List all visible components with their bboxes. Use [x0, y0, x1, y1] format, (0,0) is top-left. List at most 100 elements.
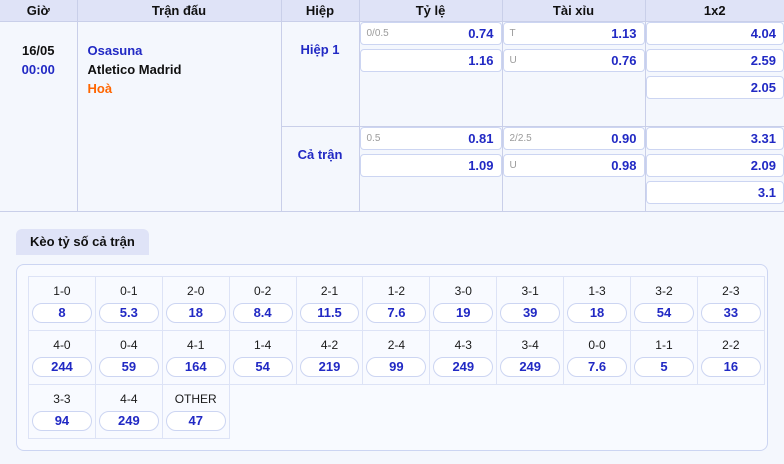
- score-cell[interactable]: 4-4 249: [94, 384, 163, 439]
- odd-line-label: 2/2.5: [509, 133, 532, 144]
- score-odd-value[interactable]: 16: [700, 357, 761, 377]
- score-cell[interactable]: 3-1 39: [496, 276, 565, 331]
- score-odd-value[interactable]: 7.6: [567, 357, 628, 377]
- score-odd-value[interactable]: 7.6: [366, 303, 427, 323]
- score-odd-value[interactable]: 8: [32, 303, 92, 323]
- odd-line-label: U: [509, 160, 517, 171]
- odds-row: 16/05 00:00 Osasuna Atletico Madrid Hoà Hiệp …: [0, 21, 784, 212]
- score-label: 3-3: [53, 392, 71, 406]
- odd-value: 0.81: [468, 131, 494, 146]
- score-cell[interactable]: 0-1 5.3: [94, 276, 163, 331]
- tab-full-match-score[interactable]: Kèo tỷ số cả trận: [16, 229, 149, 255]
- odd-box[interactable]: 1.09: [359, 154, 502, 177]
- period-cell: Cả trận: [281, 126, 360, 212]
- score-odd-value[interactable]: 249: [433, 357, 494, 377]
- period-label: Cả trận: [297, 147, 343, 162]
- score-cell[interactable]: 2-1 11.5: [295, 276, 364, 331]
- score-cell[interactable]: 4-1 164: [161, 330, 230, 385]
- odd-box[interactable]: 3.1: [645, 181, 784, 204]
- odd-value: 1.16: [468, 53, 494, 68]
- score-odd-value[interactable]: 5: [634, 357, 694, 377]
- score-cell[interactable]: 0-0 7.6: [563, 330, 632, 385]
- score-cell[interactable]: 1-3 18: [563, 276, 632, 331]
- score-odd-value[interactable]: 19: [433, 303, 494, 323]
- one-x-two-odds-cell: 3.31 2.09 3.1: [645, 126, 784, 212]
- odd-value: 3.1: [757, 185, 776, 200]
- score-odd-value[interactable]: 18: [567, 303, 628, 323]
- odd-box[interactable]: 2.05: [645, 76, 784, 99]
- odd-box[interactable]: 3.31: [645, 127, 784, 150]
- score-odd-value[interactable]: 164: [165, 357, 226, 377]
- score-cell[interactable]: 4-0 244: [28, 330, 96, 385]
- odd-box[interactable]: 1.16: [359, 49, 502, 72]
- score-grid-row: 1-0 8 0-1 5.3 2-0 18 0-2 8.4 2-1 11.5 1-2 7.6 3-0 19 3…: [28, 276, 765, 331]
- score-odd-value[interactable]: 249: [500, 357, 561, 377]
- score-cell[interactable]: 1-2 7.6: [362, 276, 431, 331]
- over-under-odds-cell: T 1.13 U 0.76: [502, 21, 646, 127]
- score-cell[interactable]: 3-0 19: [429, 276, 498, 331]
- odd-box[interactable]: 2.09: [645, 154, 784, 177]
- score-odd-value[interactable]: 5.3: [98, 303, 159, 323]
- score-cell[interactable]: 1-1 5: [630, 330, 698, 385]
- score-label: 3-4: [521, 338, 539, 352]
- score-label: 0-4: [120, 338, 138, 352]
- score-cell[interactable]: 2-3 33: [696, 276, 765, 331]
- match-time: 00:00: [21, 62, 55, 77]
- score-cell[interactable]: 1-0 8: [28, 276, 96, 331]
- score-betting-section: Kèo tỷ số cả trận 1-0 8 0-1 5.3 2-0 18 0-2 8.4 2…: [0, 229, 784, 451]
- score-cell[interactable]: 4-2 219: [295, 330, 364, 385]
- handicap-odds-cell: 0/0.5 0.74 1.16: [359, 21, 503, 127]
- score-cell[interactable]: 0-2 8.4: [228, 276, 297, 331]
- score-cell[interactable]: 4-3 249: [429, 330, 498, 385]
- odd-line-label: U: [509, 55, 517, 66]
- score-label: 1-3: [588, 284, 606, 298]
- score-cell-empty: [296, 385, 363, 439]
- score-cell[interactable]: 2-4 99: [362, 330, 431, 385]
- odd-box[interactable]: U 0.98: [502, 154, 645, 177]
- score-odd-value[interactable]: 54: [232, 357, 293, 377]
- odd-box[interactable]: 0.5 0.81: [359, 127, 502, 150]
- score-cell[interactable]: OTHER 47: [161, 384, 230, 439]
- score-cell[interactable]: 1-4 54: [228, 330, 297, 385]
- score-odd-value[interactable]: 94: [32, 411, 92, 431]
- score-label: 4-2: [320, 338, 339, 352]
- score-odd-value[interactable]: 99: [366, 357, 427, 377]
- score-odd-value[interactable]: 18: [165, 303, 226, 323]
- score-odd-value[interactable]: 11.5: [299, 303, 360, 323]
- odd-box[interactable]: 2/2.5 0.90: [502, 127, 645, 150]
- handicap-odds-cell: 0.5 0.81 1.09: [359, 126, 503, 212]
- score-cell-empty: [430, 385, 497, 439]
- odd-box[interactable]: 0/0.5 0.74: [359, 22, 502, 45]
- score-label: 4-4: [120, 392, 138, 406]
- score-cell[interactable]: 0-4 59: [94, 330, 163, 385]
- score-cell-empty: [229, 385, 296, 439]
- score-odd-value[interactable]: 33: [700, 303, 761, 323]
- score-cell[interactable]: 3-4 249: [496, 330, 565, 385]
- score-odd-value[interactable]: 249: [98, 411, 159, 431]
- home-team-name[interactable]: Osasuna: [87, 43, 143, 58]
- score-label: 2-1: [320, 284, 339, 298]
- score-cell[interactable]: 2-2 16: [696, 330, 765, 385]
- score-cell[interactable]: 3-2 54: [630, 276, 698, 331]
- odd-box[interactable]: U 0.76: [502, 49, 645, 72]
- score-odd-value[interactable]: 54: [634, 303, 694, 323]
- score-cell[interactable]: 2-0 18: [161, 276, 230, 331]
- odd-value: 1.09: [468, 158, 494, 173]
- score-odd-value[interactable]: 244: [32, 357, 92, 377]
- odd-box[interactable]: 2.59: [645, 49, 784, 72]
- score-odd-value[interactable]: 219: [299, 357, 360, 377]
- score-label: 2-4: [387, 338, 406, 352]
- column-header-time: Giờ: [0, 0, 78, 22]
- score-cell[interactable]: 3-3 94: [28, 384, 96, 439]
- score-odd-value[interactable]: 8.4: [232, 303, 293, 323]
- odd-box[interactable]: 4.04: [645, 22, 784, 45]
- score-odd-value[interactable]: 39: [500, 303, 561, 323]
- odd-value: 2.05: [750, 80, 776, 95]
- score-grid-row: 4-0 244 0-4 59 4-1 164 1-4 54 4-2 219 2-4 99 4-3 249 3…: [28, 330, 765, 385]
- odd-box[interactable]: T 1.13: [502, 22, 645, 45]
- away-team-name[interactable]: Atletico Madrid: [87, 62, 182, 77]
- score-odd-value[interactable]: 59: [98, 357, 159, 377]
- score-label: 4-3: [454, 338, 472, 352]
- odd-value: 0.76: [611, 53, 637, 68]
- score-odd-value[interactable]: 47: [165, 411, 226, 431]
